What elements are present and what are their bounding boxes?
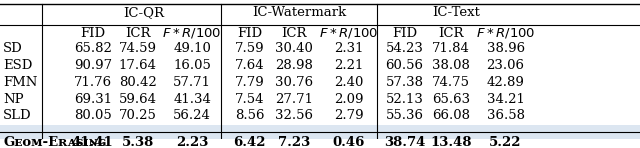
Text: 71.76: 71.76 <box>74 76 112 89</box>
Text: 42.89: 42.89 <box>486 76 525 89</box>
Text: 23.06: 23.06 <box>486 59 525 72</box>
Text: 13.48: 13.48 <box>431 136 472 148</box>
Text: 38.74: 38.74 <box>384 136 425 148</box>
Text: $F*R/100$: $F*R/100$ <box>163 26 221 40</box>
Text: 71.84: 71.84 <box>432 42 470 55</box>
Text: $F*R/100$: $F*R/100$ <box>319 26 378 40</box>
FancyBboxPatch shape <box>0 125 640 148</box>
Text: 7.54: 7.54 <box>235 93 264 106</box>
Text: 74.75: 74.75 <box>432 76 470 89</box>
Text: 34.21: 34.21 <box>486 93 525 106</box>
Text: 30.76: 30.76 <box>275 76 314 89</box>
Text: 41.41: 41.41 <box>72 136 114 148</box>
Text: SLD: SLD <box>3 109 32 122</box>
Text: 16.05: 16.05 <box>173 59 211 72</box>
Text: 54.23: 54.23 <box>385 42 424 55</box>
Text: 2.79: 2.79 <box>334 109 364 122</box>
Text: 0.46: 0.46 <box>333 136 365 148</box>
Text: NP: NP <box>3 93 24 106</box>
Text: 49.10: 49.10 <box>173 42 211 55</box>
Text: $F*R/100$: $F*R/100$ <box>476 26 535 40</box>
Text: 65.63: 65.63 <box>432 93 470 106</box>
Text: 52.13: 52.13 <box>385 93 424 106</box>
Text: 5.38: 5.38 <box>122 136 154 148</box>
Text: 55.36: 55.36 <box>385 109 424 122</box>
Text: 60.56: 60.56 <box>385 59 424 72</box>
Text: 2.40: 2.40 <box>334 76 364 89</box>
Text: 38.08: 38.08 <box>432 59 470 72</box>
Text: FID: FID <box>392 27 417 40</box>
Text: 5.22: 5.22 <box>490 136 522 148</box>
Text: IC-Text: IC-Text <box>433 6 480 19</box>
Text: 57.71: 57.71 <box>173 76 211 89</box>
Text: 17.64: 17.64 <box>118 59 157 72</box>
Text: ICR: ICR <box>282 27 307 40</box>
Text: 30.40: 30.40 <box>275 42 314 55</box>
Text: SD: SD <box>3 42 23 55</box>
Text: 7.59: 7.59 <box>235 42 264 55</box>
Text: 28.98: 28.98 <box>275 59 314 72</box>
Text: 8.56: 8.56 <box>235 109 264 122</box>
Text: 2.31: 2.31 <box>334 42 364 55</box>
Text: 2.23: 2.23 <box>176 136 208 148</box>
Text: 56.24: 56.24 <box>173 109 211 122</box>
Text: 2.09: 2.09 <box>334 93 364 106</box>
Text: 65.82: 65.82 <box>74 42 112 55</box>
Text: Gᴇᴏᴍ-Eʀᴀѕɪɴɢ: Gᴇᴏᴍ-Eʀᴀѕɪɴɢ <box>3 136 106 148</box>
Text: FID: FID <box>237 27 262 40</box>
Text: 41.34: 41.34 <box>173 93 211 106</box>
Text: 32.56: 32.56 <box>275 109 314 122</box>
Text: 2.21: 2.21 <box>334 59 364 72</box>
Text: 27.71: 27.71 <box>275 93 314 106</box>
Text: 36.58: 36.58 <box>486 109 525 122</box>
Text: 7.23: 7.23 <box>278 136 310 148</box>
Text: 6.42: 6.42 <box>234 136 266 148</box>
Text: FMN: FMN <box>3 76 38 89</box>
Text: ESD: ESD <box>3 59 33 72</box>
Text: 38.96: 38.96 <box>486 42 525 55</box>
Text: 74.59: 74.59 <box>118 42 157 55</box>
Text: 57.38: 57.38 <box>385 76 424 89</box>
Text: 66.08: 66.08 <box>432 109 470 122</box>
Text: 70.25: 70.25 <box>118 109 157 122</box>
Text: 7.64: 7.64 <box>235 59 264 72</box>
Text: FID: FID <box>80 27 106 40</box>
Text: IC-QR: IC-QR <box>124 6 164 19</box>
Text: 80.05: 80.05 <box>74 109 111 122</box>
Text: 80.42: 80.42 <box>119 76 156 89</box>
Text: 59.64: 59.64 <box>118 93 157 106</box>
Text: ICR: ICR <box>438 27 464 40</box>
Text: 7.79: 7.79 <box>235 76 264 89</box>
Text: IC-Watermark: IC-Watermark <box>252 6 347 19</box>
Text: 69.31: 69.31 <box>74 93 112 106</box>
Text: ICR: ICR <box>125 27 150 40</box>
Text: 90.97: 90.97 <box>74 59 112 72</box>
